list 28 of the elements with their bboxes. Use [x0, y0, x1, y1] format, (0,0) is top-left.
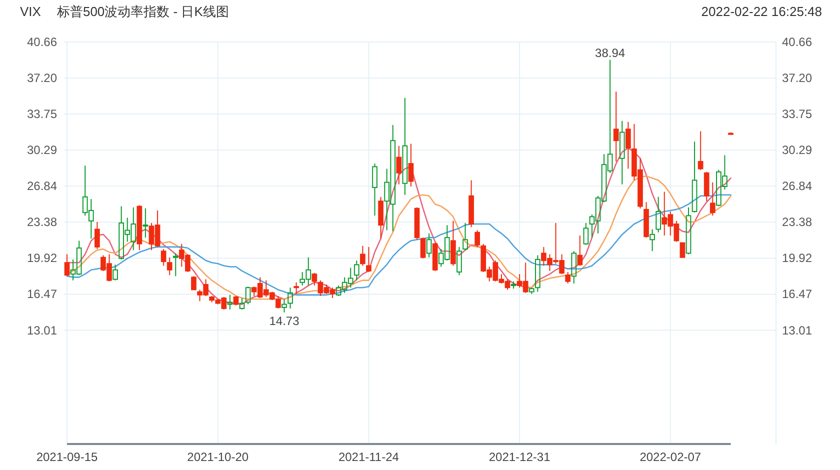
y2-tick-label: 19.92 — [782, 251, 812, 266]
y-tick-label: 30.29 — [26, 143, 58, 158]
y-tick-label: 37.20 — [26, 71, 58, 86]
chart-title: VIX — [20, 4, 42, 19]
x-tick-label: 2021-12-31 — [488, 450, 551, 464]
chart-subtitle: 标普500波动率指数 - 日K线图 — [56, 4, 229, 19]
y-tick-label: 13.01 — [26, 323, 58, 338]
x-tick-label: 2021-09-15 — [36, 450, 98, 464]
y-tick-label: 26.84 — [26, 179, 58, 194]
y-tick-label: 23.38 — [26, 215, 58, 230]
y2-tick-label: 33.75 — [782, 107, 812, 122]
y2-tick-label: 37.20 — [782, 71, 812, 86]
annotation: 14.73 — [269, 314, 300, 328]
y-tick-label: 16.47 — [26, 287, 58, 302]
y2-tick-label: 40.66 — [782, 35, 812, 49]
y-tick-label: 33.75 — [26, 107, 58, 122]
y2-tick-label: 23.38 — [782, 215, 812, 230]
y2-tick-label: 16.47 — [782, 287, 812, 302]
x-tick-label: 2021-11-24 — [338, 450, 400, 464]
y2-tick-label: 13.01 — [782, 323, 812, 338]
annotation: 38.94 — [595, 46, 626, 60]
x-tick-label: 2022-02-07 — [640, 450, 702, 464]
y2-tick-label: 26.84 — [782, 179, 812, 194]
y2-tick-label: 30.29 — [782, 143, 812, 158]
y-tick-label: 40.66 — [26, 35, 58, 49]
y-tick-label: 19.92 — [26, 251, 58, 266]
x-tick-label: 2021-10-20 — [187, 450, 249, 464]
note: 2022-02-22 16:25:48 — [701, 4, 822, 19]
